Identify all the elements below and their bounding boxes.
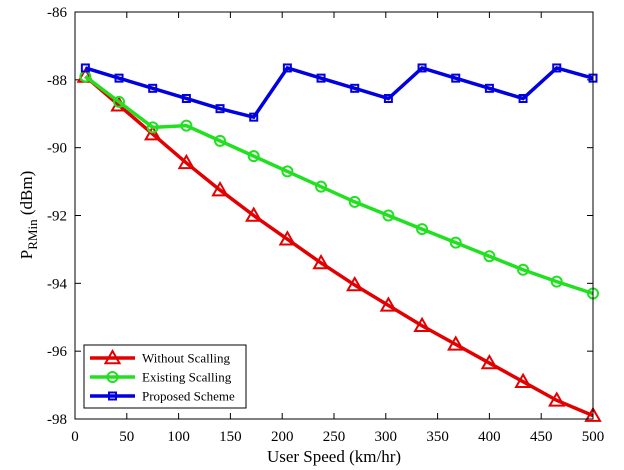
data-point [244, 206, 263, 222]
data-point [449, 236, 462, 249]
data-point [447, 335, 465, 351]
legend-label: Without Scalling [142, 351, 230, 366]
legend-marker [106, 371, 119, 383]
series-layer [76, 63, 602, 422]
data-point [550, 275, 563, 288]
y-tick-label: -90 [47, 141, 67, 157]
legend-entry: Existing Scalling [90, 370, 232, 385]
plot-frame [74, 11, 594, 420]
legend-marker [108, 391, 117, 401]
data-point [214, 134, 227, 147]
x-tick-label: 250 [323, 429, 346, 445]
data-point [416, 223, 429, 236]
data-point [316, 73, 326, 83]
y-tick-label: -86 [47, 5, 67, 21]
data-point [180, 119, 193, 132]
data-point [548, 391, 566, 407]
data-point [451, 73, 461, 83]
data-point [312, 253, 330, 270]
data-point [114, 73, 124, 83]
data-point [382, 209, 395, 222]
data-point [345, 276, 364, 292]
series-line [84, 75, 594, 418]
y-tick-label: -96 [47, 344, 67, 360]
data-point [350, 83, 360, 93]
x-tick-label: 450 [530, 429, 553, 445]
x-axis-ticks: 0 50 100 150 200 250 300 350 400 450 500 [71, 12, 604, 445]
x-tick-label: 50 [119, 429, 134, 445]
data-point [417, 63, 427, 73]
y-axis-label-unit: (dBm) [17, 171, 36, 220]
y-tick-label: -92 [47, 209, 67, 225]
x-tick-label: 200 [271, 429, 294, 445]
data-point [278, 230, 297, 246]
y-axis-label-subscript: RMin [25, 219, 40, 250]
x-axis-label: User Speed (km/hr) [267, 447, 401, 466]
series-without-scalling [76, 67, 602, 422]
series-line [84, 75, 594, 296]
x-tick-label: 0 [71, 429, 79, 445]
y-axis-label: PRMin (dBm) [17, 171, 40, 259]
data-point [484, 83, 494, 93]
data-point [379, 296, 398, 312]
data-point [315, 180, 328, 193]
data-point [518, 93, 528, 103]
series-line [84, 65, 594, 120]
x-tick-label: 100 [167, 429, 190, 445]
data-point [177, 153, 196, 170]
data-point [80, 63, 90, 73]
legend-entry: Without Scalling [90, 348, 230, 366]
data-point [281, 165, 294, 178]
x-tick-label: 400 [478, 429, 501, 445]
data-point [249, 112, 259, 122]
legend-label: Proposed Scheme [142, 389, 235, 404]
x-tick-label: 300 [375, 429, 398, 445]
data-point [483, 250, 496, 263]
data-point [348, 195, 361, 208]
data-point [247, 150, 260, 163]
data-point [148, 83, 158, 93]
y-axis-label-main: P [17, 250, 36, 259]
legend-entries: Without Scalling Existing Scalling Propose… [90, 348, 235, 404]
data-point [514, 372, 532, 388]
legend: Without Scalling Existing Scalling Propose… [83, 344, 247, 409]
data-point [552, 63, 562, 73]
data-point [143, 125, 162, 141]
data-point [517, 263, 530, 276]
data-point [282, 63, 292, 73]
y-axis-ticks: -98 -96 -94 -92 -90 -88 -86 [47, 5, 593, 428]
x-tick-label: 150 [219, 429, 242, 445]
data-point [413, 316, 431, 332]
data-point [181, 93, 191, 103]
data-point [113, 95, 126, 108]
data-point [584, 406, 602, 422]
data-point [211, 181, 229, 197]
data-point [215, 104, 225, 114]
y-tick-label: -88 [47, 73, 67, 89]
y-tick-label: -94 [47, 276, 67, 292]
legend-label: Existing Scalling [142, 370, 232, 385]
x-tick-label: 350 [426, 429, 449, 445]
x-tick-label: 500 [582, 429, 605, 445]
legend-marker [103, 348, 122, 365]
y-tick-label: -98 [47, 412, 67, 428]
legend-entry: Proposed Scheme [90, 389, 235, 404]
data-point [146, 121, 159, 134]
series-existing-scalling [79, 70, 599, 300]
data-point [480, 354, 499, 370]
data-point [383, 93, 393, 103]
